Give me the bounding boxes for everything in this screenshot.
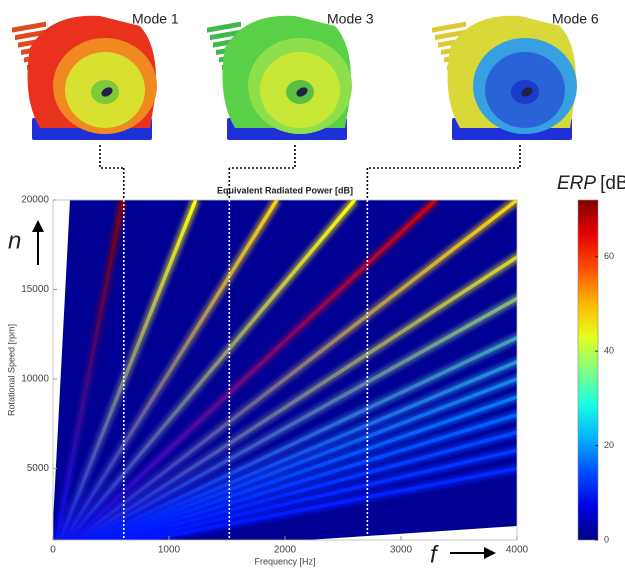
mode-shape (207, 16, 352, 140)
x-tick-label: 2000 (274, 545, 297, 556)
mode-connector (100, 145, 124, 168)
y-tick-label: 5000 (27, 463, 50, 474)
colorbar-tick-label: 20 (604, 440, 614, 450)
x-tick-label: 4000 (506, 545, 529, 556)
mode-label: Mode 3 (327, 11, 374, 27)
y-tick-label: 20000 (21, 195, 49, 206)
x-tick-label: 1000 (158, 545, 181, 556)
frequency-symbol: f (430, 541, 439, 568)
speed-symbol: n (8, 227, 21, 254)
y-tick-label: 10000 (21, 374, 49, 385)
mode-label: Mode 6 (552, 11, 599, 27)
colorbar-label: ERP[dB] (557, 173, 625, 194)
mode-connector (367, 145, 520, 168)
mode-label: Mode 1 (132, 11, 179, 27)
y-axis-label: Rotational Speed [rpm] (6, 324, 16, 416)
x-axis-label: Frequency [Hz] (254, 556, 315, 566)
mode-connector (229, 145, 295, 168)
y-tick-label: 15000 (21, 284, 49, 295)
colorbar-tick-label: 0 (604, 534, 609, 544)
colorbar-tick-label: 60 (604, 251, 614, 261)
x-tick-label: 0 (50, 545, 56, 556)
frequency-arrow (450, 547, 496, 559)
colorbar-unit: [dB] (600, 173, 625, 194)
colorbar-tick-label: 40 (604, 345, 614, 355)
chart-title: Equivalent Radiated Power [dB] (217, 185, 353, 195)
figure: Equivalent Radiated Power [dB] Frequency… (0, 0, 625, 569)
mode-shape (12, 16, 157, 140)
x-tick-label: 3000 (390, 545, 413, 556)
speed-arrow (32, 220, 44, 265)
mode-shape (432, 16, 577, 140)
colorbar (578, 200, 598, 540)
colorbar-symbol: ERP (557, 173, 596, 194)
